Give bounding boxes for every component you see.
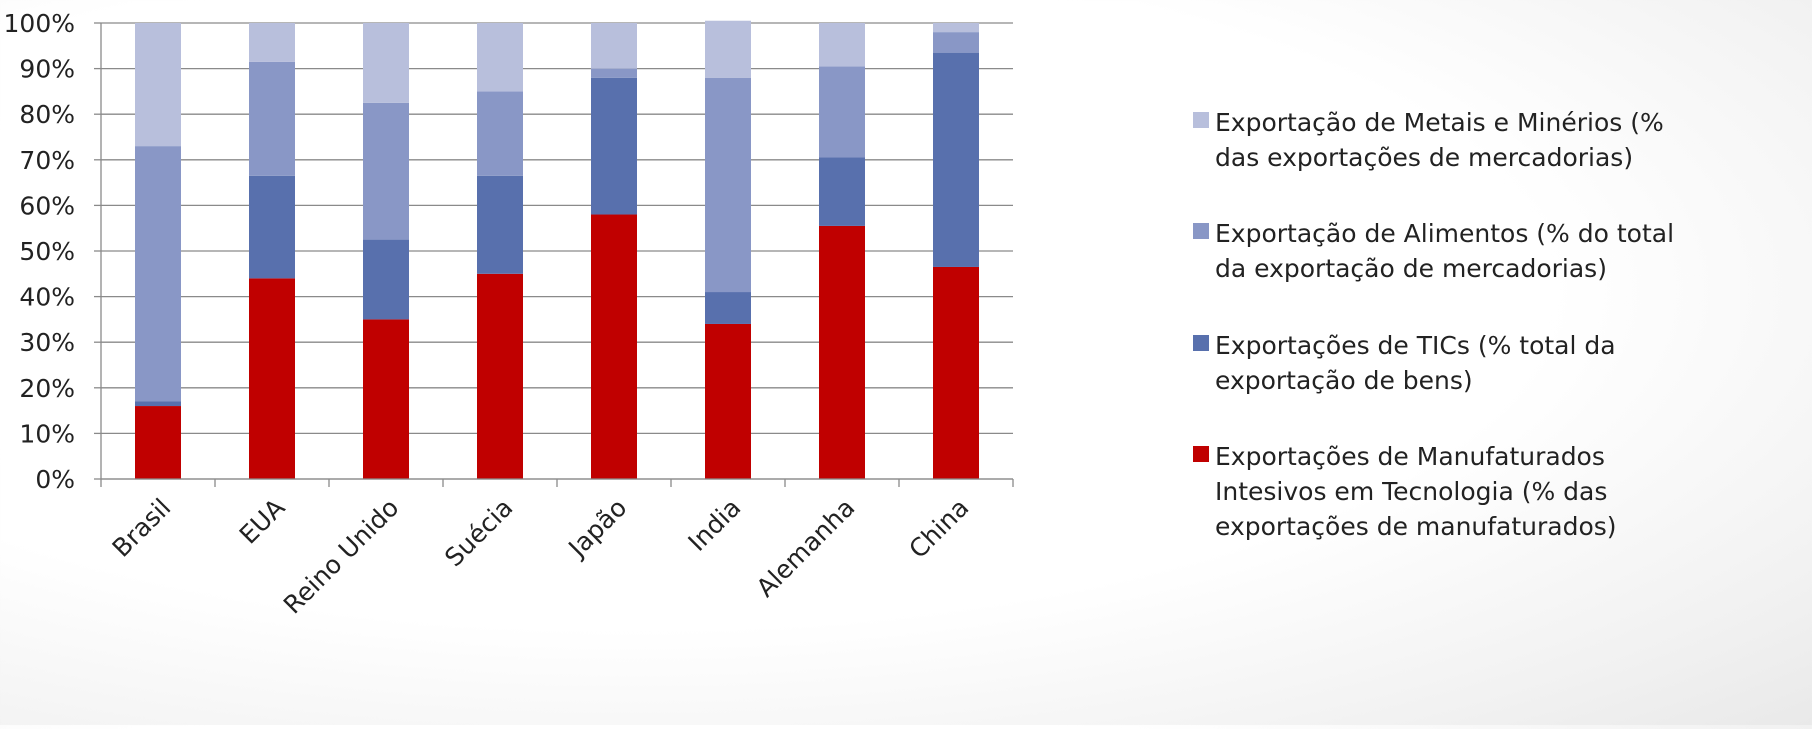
bar-segment bbox=[477, 23, 523, 92]
bar-segment bbox=[363, 319, 409, 479]
bar-segment bbox=[933, 266, 979, 479]
bar-segment bbox=[591, 23, 637, 69]
bar-segment bbox=[363, 23, 409, 103]
bar-segment bbox=[819, 23, 865, 67]
bar-stacks bbox=[135, 20, 979, 479]
legend-label: das exportações de mercadorias) bbox=[1215, 143, 1633, 172]
x-tick-label: India bbox=[683, 493, 747, 557]
y-tick-label: 60% bbox=[19, 191, 75, 220]
y-tick-label: 90% bbox=[19, 55, 75, 84]
bar-segment bbox=[477, 175, 523, 274]
legend-label: Exportação de Alimentos (% do total bbox=[1215, 219, 1674, 248]
legend-swatch bbox=[1193, 335, 1209, 351]
bar-segment bbox=[591, 214, 637, 479]
bar-segment bbox=[249, 61, 295, 176]
bar-segment bbox=[933, 23, 979, 33]
bar-segment bbox=[819, 157, 865, 226]
x-tick-label: Japão bbox=[562, 493, 633, 564]
y-axis-ticks: 0% 10% 20% 30% 40% 50% 60% 70% 80% 90% 100% bbox=[4, 9, 101, 494]
y-tick-label: 100% bbox=[4, 9, 75, 38]
bar-segment bbox=[249, 278, 295, 479]
x-tick-label: Alemanha bbox=[751, 493, 861, 603]
legend-swatch bbox=[1193, 112, 1209, 128]
legend: Exportação de Metais e Minérios (% das ex… bbox=[1193, 108, 1674, 541]
x-tick-label: Brasil bbox=[107, 493, 177, 563]
bar-segment bbox=[477, 91, 523, 176]
bar-segment bbox=[705, 77, 751, 293]
legend-swatch bbox=[1193, 223, 1209, 239]
bar-segment bbox=[819, 225, 865, 479]
bar-segment bbox=[363, 102, 409, 240]
y-tick-label: 70% bbox=[19, 146, 75, 175]
bar-segment bbox=[135, 406, 181, 479]
gridlines bbox=[101, 22, 1013, 480]
y-tick-label: 30% bbox=[19, 328, 75, 357]
legend-item: Exportação de Alimentos (% do total da ex… bbox=[1193, 219, 1674, 283]
legend-label: Exportações de TICs (% total da bbox=[1215, 331, 1616, 360]
bar-segment bbox=[819, 66, 865, 158]
bar-segment bbox=[705, 323, 751, 479]
legend-label: Exportação de Metais e Minérios (% bbox=[1215, 108, 1664, 137]
y-tick-label: 40% bbox=[19, 283, 75, 312]
bar-segment bbox=[477, 273, 523, 479]
legend-label: exportação de bens) bbox=[1215, 366, 1473, 395]
x-tick-label: EUA bbox=[234, 493, 291, 550]
y-tick-label: 50% bbox=[19, 237, 75, 266]
bar-segment bbox=[135, 146, 181, 402]
x-tick-label: China bbox=[903, 493, 974, 564]
x-tick-label: Suécia bbox=[439, 493, 518, 572]
bar-segment bbox=[249, 175, 295, 279]
y-tick-label: 20% bbox=[19, 374, 75, 403]
bar-segment bbox=[933, 32, 979, 53]
y-tick-label: 10% bbox=[19, 419, 75, 448]
bar-segment bbox=[363, 239, 409, 320]
legend-swatch bbox=[1193, 446, 1209, 462]
legend-item: Exportações de Manufaturados Intesivos em… bbox=[1193, 442, 1617, 541]
y-tick-label: 80% bbox=[19, 100, 75, 129]
legend-label: Exportações de Manufaturados bbox=[1215, 442, 1605, 471]
legend-label: da exportação de mercadorias) bbox=[1215, 254, 1607, 283]
x-tick-label: Reino Unido bbox=[278, 493, 405, 620]
legend-label: Intesivos em Tecnologia (% das bbox=[1215, 477, 1607, 506]
bar-segment bbox=[591, 68, 637, 78]
bar-segment bbox=[249, 23, 295, 62]
bar-segment bbox=[135, 23, 181, 147]
bar-segment bbox=[933, 52, 979, 267]
legend-item: Exportações de TICs (% total da exportaçã… bbox=[1193, 331, 1616, 395]
bar-segment bbox=[705, 20, 751, 78]
legend-item: Exportação de Metais e Minérios (% das ex… bbox=[1193, 108, 1664, 172]
bar-segment bbox=[591, 77, 637, 215]
legend-label: exportações de manufaturados) bbox=[1215, 512, 1617, 541]
bar-segment bbox=[705, 292, 751, 324]
y-tick-label: 0% bbox=[35, 465, 75, 494]
bar-segment bbox=[135, 401, 181, 407]
